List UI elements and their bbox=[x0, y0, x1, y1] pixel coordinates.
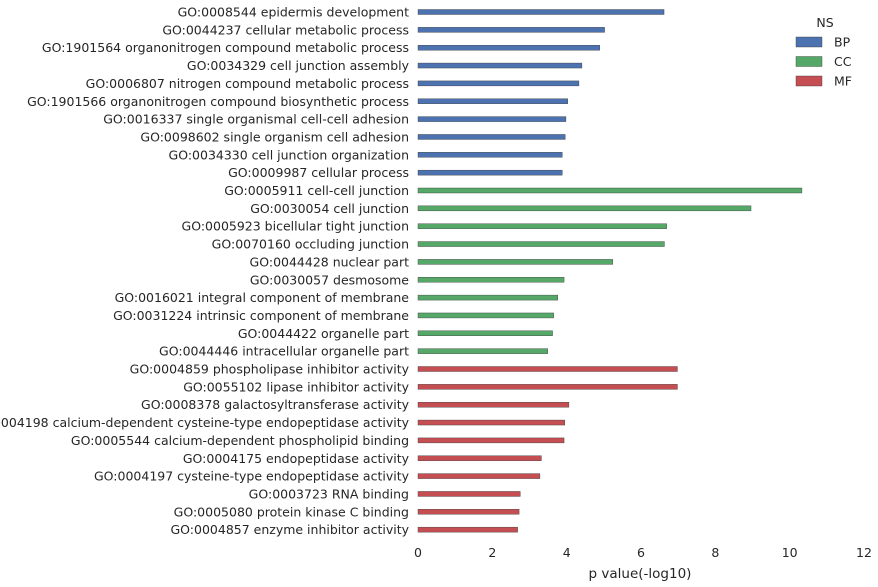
category-label: GO:0044446 intracellular organelle part bbox=[159, 344, 409, 359]
legend: NS BP CC MF bbox=[795, 15, 852, 89]
category-label: GO:0004197 cysteine-type endopeptidase a… bbox=[94, 469, 410, 484]
bar-bp bbox=[417, 116, 567, 122]
category-label: GO:0030057 desmosome bbox=[250, 272, 409, 287]
bar-mf bbox=[417, 437, 565, 444]
x-tick-label: 4 bbox=[563, 545, 571, 560]
x-tick-label: 2 bbox=[488, 545, 496, 560]
bar-mf bbox=[417, 491, 521, 497]
category-label: GO:0006807 nitrogen compound metabolic p… bbox=[86, 76, 409, 91]
category-label: GO:0005080 protein kinase C binding bbox=[174, 504, 409, 519]
x-tick-label: 8 bbox=[711, 545, 719, 560]
category-label: GO:1901566 organonitrogen compound biosy… bbox=[27, 94, 409, 109]
bar-mf bbox=[417, 402, 570, 408]
category-label: GO:0008378 galactosyltransferase activit… bbox=[141, 397, 410, 412]
legend-swatch-bp bbox=[795, 36, 823, 48]
bar-cc bbox=[417, 205, 752, 212]
category-label: GO:0031224 intrinsic component of membra… bbox=[113, 308, 409, 323]
bar-mf bbox=[417, 509, 520, 515]
category-label: GO:0005923 bicellular tight junction bbox=[182, 219, 409, 234]
bar-cc bbox=[417, 187, 803, 194]
legend-title: NS bbox=[816, 15, 833, 30]
bar-mf bbox=[417, 526, 518, 533]
category-label: GO:0016337 single organismal cell-cell a… bbox=[103, 112, 409, 127]
category-label: GO:1901564 organonitrogen compound metab… bbox=[42, 40, 409, 55]
bar-bp bbox=[417, 9, 665, 15]
bar-mf bbox=[417, 455, 542, 461]
bar-mf bbox=[417, 366, 678, 372]
category-label: GO:0005544 calcium-dependent phospholipi… bbox=[71, 433, 409, 448]
bar-bp bbox=[417, 98, 568, 104]
bar-cc bbox=[417, 312, 554, 319]
bar-bp bbox=[417, 134, 566, 140]
legend-swatch-cc bbox=[795, 56, 823, 67]
bar-bp bbox=[417, 62, 583, 69]
bar-mf bbox=[417, 419, 566, 426]
x-axis-label: p value(-log10) bbox=[589, 566, 692, 582]
category-label: GO:0044237 cellular metabolic process bbox=[162, 22, 409, 37]
category-label: GO:0003723 RNA binding bbox=[249, 486, 409, 501]
category-labels: GO:0008544 epidermis development GO:00442… bbox=[0, 5, 410, 538]
bar-cc bbox=[417, 294, 558, 301]
legend-swatch-mf bbox=[795, 75, 823, 87]
category-label: GO:0044422 organelle part bbox=[238, 326, 409, 341]
category-label: GO:0034329 cell junction assembly bbox=[187, 58, 410, 73]
category-label: GO:0044428 nuclear part bbox=[250, 254, 410, 269]
category-label: GO:0004198 calcium-dependent cysteine-ty… bbox=[0, 415, 410, 430]
category-label: GO:0004857 enzyme inhibitor activity bbox=[170, 522, 409, 537]
bar-mf bbox=[417, 473, 541, 479]
legend-label-bp: BP bbox=[834, 35, 851, 50]
x-axis-ticks: 0 2 4 6 8 10 12 bbox=[414, 545, 872, 560]
category-label: GO:0034330 cell junction organization bbox=[169, 147, 409, 162]
bar-cc bbox=[417, 277, 565, 283]
legend-label-cc: CC bbox=[834, 54, 852, 69]
category-label: GO:0005911 cell-cell junction bbox=[224, 183, 409, 198]
category-label: GO:0070160 occluding junction bbox=[212, 237, 409, 252]
category-label: GO:0016021 integral component of membran… bbox=[115, 290, 410, 305]
bar-cc bbox=[417, 348, 548, 354]
category-label: GO:0098602 single organism cell adhesion bbox=[140, 129, 409, 144]
x-tick-label: 6 bbox=[637, 545, 645, 560]
category-label: GO:0030054 cell junction bbox=[250, 201, 409, 216]
bars-layer bbox=[417, 9, 803, 533]
category-label: GO:0009987 cellular process bbox=[228, 165, 409, 180]
bar-cc bbox=[417, 330, 553, 336]
bar-bp bbox=[417, 169, 563, 176]
category-label: GO:0008544 epidermis development bbox=[178, 5, 409, 20]
bar-bp bbox=[417, 27, 605, 33]
legend-label-mf: MF bbox=[834, 74, 852, 89]
bar-bp bbox=[417, 152, 563, 158]
x-tick-label: 12 bbox=[856, 545, 872, 560]
bar-bp bbox=[417, 45, 600, 51]
category-label: GO:0004175 endopeptidase activity bbox=[183, 451, 410, 466]
category-label: GO:0055102 lipase inhibitor activity bbox=[183, 379, 409, 394]
bar-cc bbox=[417, 241, 665, 247]
bar-bp bbox=[417, 80, 580, 87]
bar-mf bbox=[417, 384, 678, 390]
x-tick-label: 0 bbox=[414, 545, 422, 560]
bar-cc bbox=[417, 259, 613, 265]
bar-cc bbox=[417, 223, 667, 229]
category-label: GO:0004859 phospholipase inhibitor activ… bbox=[130, 362, 410, 377]
x-tick-label: 10 bbox=[782, 545, 798, 560]
